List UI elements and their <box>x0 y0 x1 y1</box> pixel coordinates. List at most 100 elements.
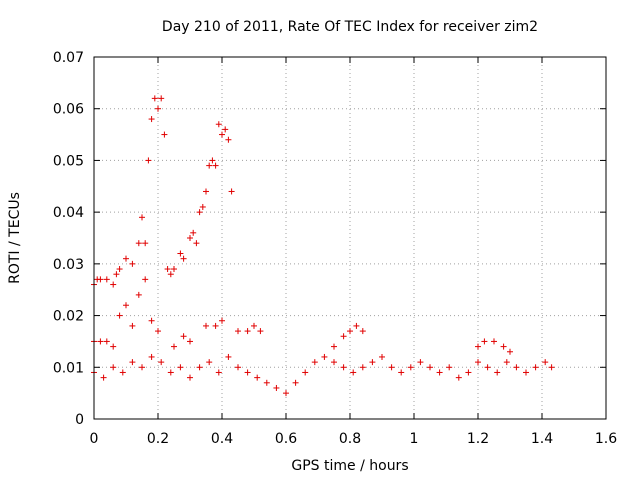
data-point <box>225 136 232 143</box>
y-tick-label: 0.05 <box>53 153 84 169</box>
data-point <box>475 359 481 366</box>
data-point <box>491 338 497 345</box>
data-point <box>129 260 136 267</box>
data-point <box>311 359 318 366</box>
data-point <box>475 343 481 350</box>
x-tick-label: 1 <box>410 431 419 447</box>
data-point <box>196 364 203 371</box>
data-point <box>507 348 513 355</box>
data-point <box>158 95 165 102</box>
data-point <box>484 364 491 371</box>
grid <box>94 57 606 419</box>
data-point <box>196 209 203 216</box>
data-point <box>103 338 110 345</box>
data-point <box>417 359 424 366</box>
data-point <box>359 364 366 371</box>
data-point <box>273 384 280 391</box>
data-point <box>145 157 152 164</box>
data-point <box>193 240 200 247</box>
data-point <box>177 364 184 371</box>
data-point <box>388 364 395 371</box>
data-point <box>302 369 309 376</box>
data-point <box>116 312 123 319</box>
y-tick-label: 0.03 <box>53 257 84 273</box>
data-point <box>263 379 270 386</box>
data-point <box>465 369 472 376</box>
data-point <box>225 353 232 360</box>
data-point <box>110 343 117 350</box>
data-point <box>155 328 161 335</box>
data-point <box>167 369 174 376</box>
data-point <box>209 157 216 164</box>
data-point <box>353 322 360 329</box>
data-point <box>212 322 219 329</box>
x-tick-label: 0.6 <box>275 431 297 447</box>
data-point <box>251 322 257 329</box>
data-point <box>103 276 110 283</box>
data-point <box>155 105 161 112</box>
data-point <box>148 116 155 123</box>
data-point <box>212 162 219 169</box>
data-point <box>142 276 149 283</box>
x-tick-label: 1.4 <box>531 431 553 447</box>
data-point <box>379 353 385 360</box>
data-point <box>369 359 376 366</box>
data-point <box>542 359 549 366</box>
x-tick-label: 1.6 <box>595 431 617 447</box>
data-point <box>129 322 136 329</box>
y-tick-label: 0.02 <box>53 309 84 325</box>
data-point <box>158 359 165 366</box>
data-point <box>331 359 337 366</box>
data-point <box>446 364 453 371</box>
axis-ticks: 0 0.2 0.4 0.6 0.8 1 1.2 1.4 1.6 0 0.01 0.02 0.03 0.04… <box>53 50 617 447</box>
data-point <box>164 266 171 273</box>
data-point <box>119 369 126 376</box>
data-point <box>215 369 222 376</box>
data-point <box>292 379 299 386</box>
data-point <box>407 364 414 371</box>
data-point <box>97 276 104 283</box>
data-point <box>110 281 117 288</box>
data-point <box>187 374 193 381</box>
data-point <box>427 364 433 371</box>
data-point <box>203 322 209 329</box>
data-point <box>257 328 264 335</box>
data-point <box>123 255 129 262</box>
data-point <box>321 353 328 360</box>
data-point <box>340 364 347 371</box>
data-point <box>190 229 197 236</box>
x-tick-label: 0 <box>90 431 99 447</box>
data-point <box>113 271 120 278</box>
x-tick-label: 0.2 <box>147 431 169 447</box>
data-point <box>481 338 488 345</box>
data-point <box>206 359 213 366</box>
y-axis-label: ROTI / TECUs <box>7 192 23 284</box>
data-point <box>135 240 142 247</box>
data-point <box>235 328 241 335</box>
x-axis-label: GPS time / hours <box>291 458 408 474</box>
data-point <box>235 364 241 371</box>
data-point <box>254 374 261 381</box>
data-point <box>228 188 235 195</box>
data-point <box>347 328 353 335</box>
data-point <box>523 369 529 376</box>
data-point <box>532 364 539 371</box>
data-point <box>116 266 123 273</box>
data-point <box>206 162 213 169</box>
data-point <box>148 353 155 360</box>
data-point <box>167 271 174 278</box>
data-point <box>244 369 251 376</box>
data-point <box>142 240 149 247</box>
data-point <box>222 126 229 133</box>
data-point <box>123 302 129 309</box>
data-point <box>219 317 225 324</box>
data-point <box>350 369 357 376</box>
data-point <box>139 214 145 221</box>
data-point <box>135 291 142 298</box>
chart-title: Day 210 of 2011, Rate Of TEC Index for r… <box>162 19 538 35</box>
y-tick-label: 0.06 <box>53 102 84 118</box>
y-tick-label: 0 <box>75 412 84 428</box>
data-point <box>171 266 177 273</box>
x-tick-label: 0.8 <box>339 431 361 447</box>
